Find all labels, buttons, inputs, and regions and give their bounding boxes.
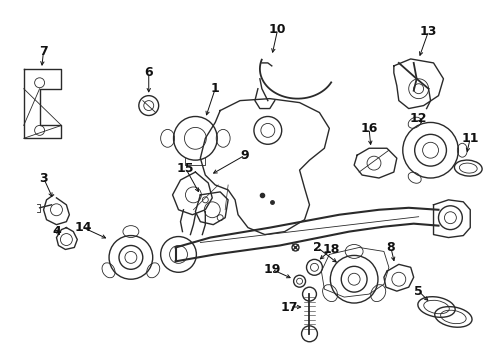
- Text: 13: 13: [420, 24, 437, 38]
- Text: 8: 8: [387, 241, 395, 254]
- Text: 17: 17: [281, 301, 298, 314]
- Text: 18: 18: [322, 243, 340, 256]
- Text: 1: 1: [211, 82, 220, 95]
- Text: 15: 15: [177, 162, 194, 175]
- Text: 16: 16: [360, 122, 378, 135]
- Text: 4: 4: [52, 225, 61, 238]
- Text: 3: 3: [39, 171, 48, 185]
- Text: 19: 19: [263, 263, 280, 276]
- Text: 9: 9: [241, 149, 249, 162]
- Text: 5: 5: [414, 285, 423, 298]
- Text: 6: 6: [145, 66, 153, 79]
- Text: 10: 10: [269, 23, 287, 36]
- Text: 7: 7: [39, 45, 48, 58]
- Text: 2: 2: [313, 241, 322, 254]
- Text: 11: 11: [462, 132, 479, 145]
- Text: 12: 12: [410, 112, 427, 125]
- Text: 14: 14: [74, 221, 92, 234]
